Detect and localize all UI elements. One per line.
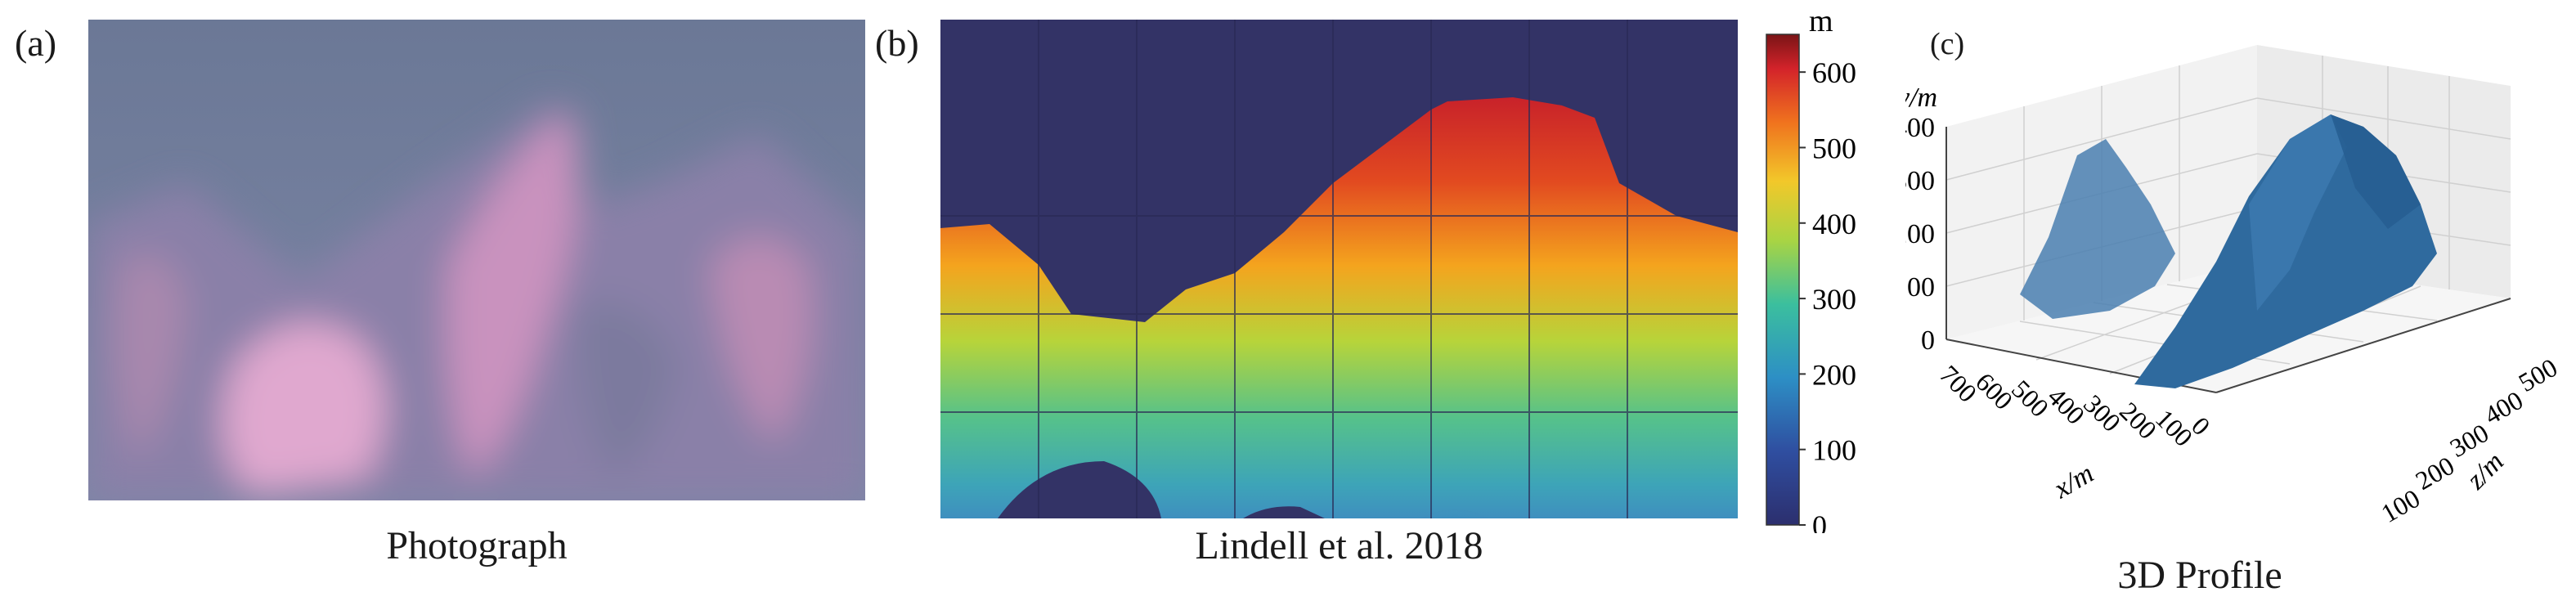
photograph-image	[88, 20, 865, 500]
colorbar-gradient	[1766, 34, 1800, 526]
colorbar-tick-label: 400	[1812, 208, 1856, 240]
colorbar-tick-label: 100	[1812, 434, 1856, 467]
colorbar-unit: m	[1809, 10, 1833, 38]
colorbar-tick-label: 200	[1812, 358, 1856, 391]
z-tick-label: 500	[2514, 352, 2563, 397]
y-tick-label: 300	[1905, 166, 1935, 196]
panel-label-b: (b)	[875, 22, 919, 64]
x-axis-label: x/m	[2049, 458, 2099, 505]
y-tick-label: 0	[1921, 325, 1935, 356]
colorbar-tick-label: 500	[1812, 132, 1856, 164]
caption-depth-map: Lindell et al. 2018	[1195, 524, 1483, 567]
panel-label-c: (c)	[1930, 27, 1965, 61]
z-tick-label: 400	[2480, 385, 2529, 430]
y-axis-label: y/m	[1905, 83, 1937, 113]
caption-3d-profile: 3D Profile	[2117, 554, 2282, 597]
depth-colorbar: m 0 100 200 300 400 500 600	[1766, 10, 1856, 533]
z-tick-label: 100	[2376, 483, 2426, 528]
colorbar-tick-label: 0	[1812, 509, 1827, 533]
z-tick-label: 200	[2411, 451, 2460, 496]
caption-photograph: Photograph	[386, 524, 568, 567]
terrain-surface	[2020, 114, 2437, 388]
colorbar-tick-label: 600	[1812, 56, 1856, 89]
y-tick-label: 200	[1905, 219, 1935, 249]
y-tick-label: 100	[1905, 272, 1935, 303]
y-tick-label: 400	[1905, 113, 1935, 143]
depth-map-image	[940, 20, 1738, 518]
panel-label-a: (a)	[15, 22, 57, 64]
colorbar-tick-label: 300	[1812, 283, 1856, 316]
